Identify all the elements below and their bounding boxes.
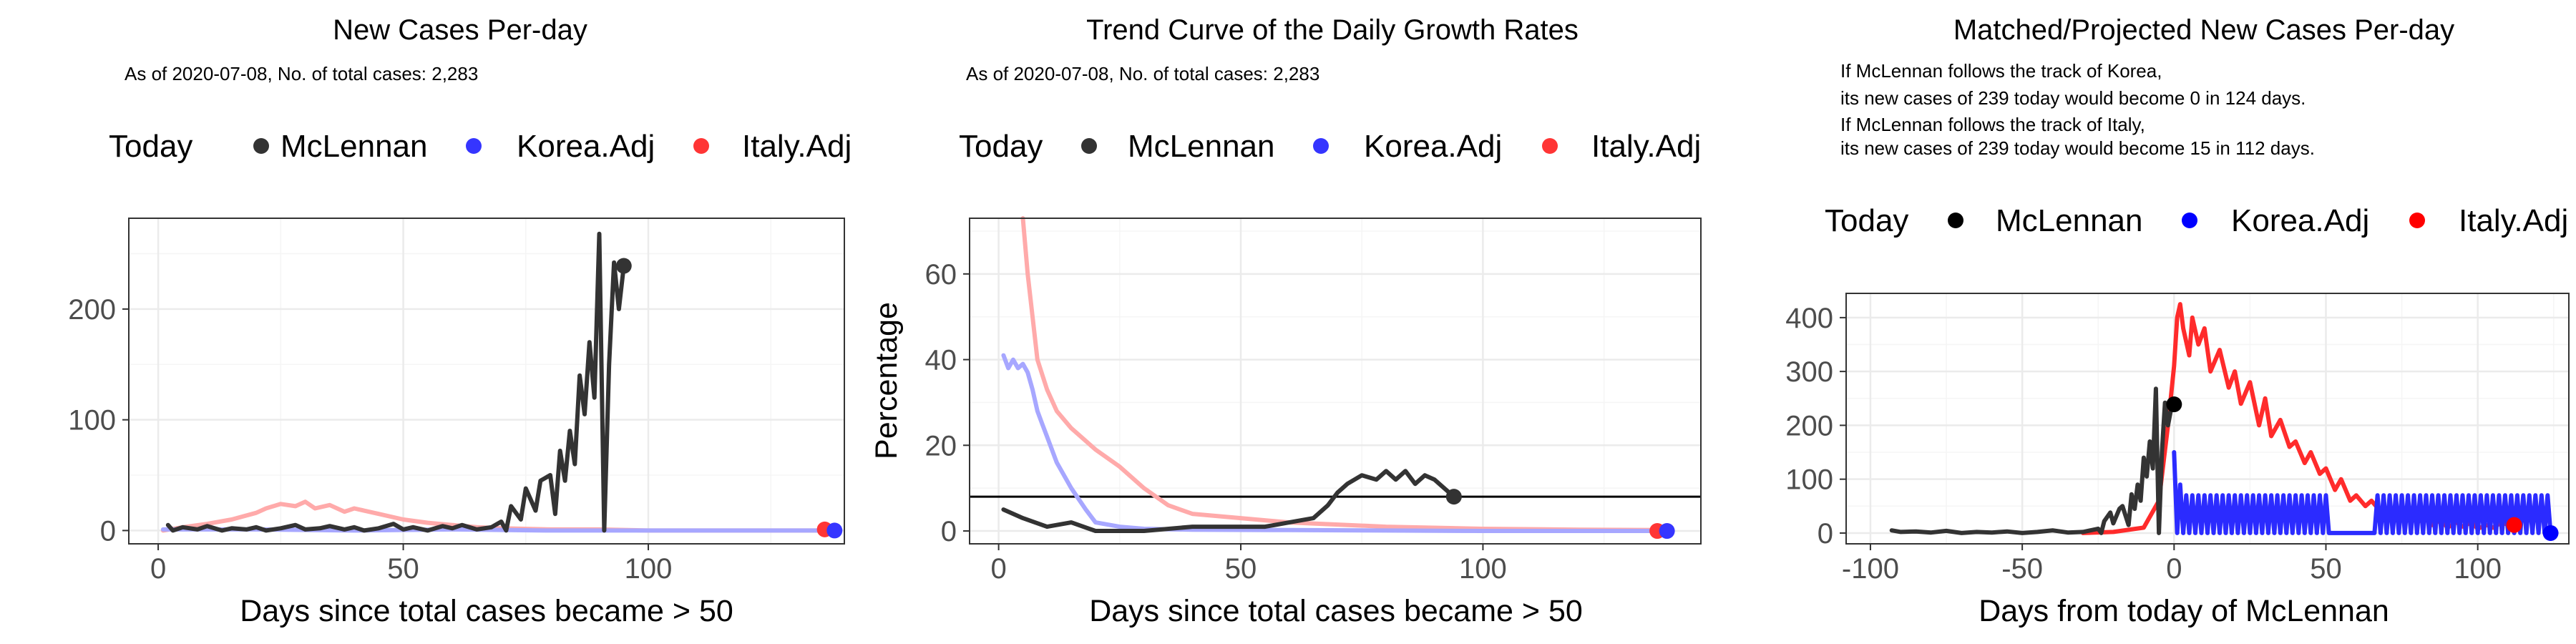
panel-new-cases: New Cases Per-day As of 2020-07-08, No. … (68, 14, 852, 628)
legend-key-mclennan (253, 138, 269, 154)
legend-title: Today (959, 129, 1043, 164)
panel2-ticks: 0 50 100 0 20 40 60 (925, 259, 1507, 585)
x-tick-label: -50 (2001, 553, 2043, 585)
legend-label-italy: Italy.Adj (1591, 129, 1701, 164)
panel3-plot-frame (1845, 293, 2570, 545)
panel1-plot-frame (128, 218, 845, 545)
series-line-italy-adj (1020, 216, 1669, 532)
legend-title: Today (109, 129, 192, 164)
panel2-y-axis-label: Percentage (869, 302, 904, 459)
panel3-ticks: -100 -50 0 50 100 0 100 200 300 400 (1785, 303, 2502, 585)
series-line-korea-adj (1001, 353, 1674, 533)
legend-key-mclennan (1948, 213, 1963, 228)
y-tick-label: 300 (1785, 356, 1833, 388)
x-tick-label: 0 (150, 553, 166, 585)
series-line-italy-adj (160, 499, 837, 533)
x-tick-label: 100 (1459, 553, 1507, 585)
panel3-series (1889, 302, 2553, 535)
y-tick-label: 200 (1785, 410, 1833, 441)
panel1-series (160, 231, 842, 533)
y-tick-label: 0 (1818, 518, 1833, 550)
x-tick-label: 100 (625, 553, 673, 585)
y-tick-label: 200 (68, 294, 116, 326)
legend-label-korea: Korea.Adj (1364, 129, 1502, 164)
panel2-subtitle: As of 2020-07-08, No. of total cases: 2,… (966, 63, 1319, 84)
y-tick-label: 20 (925, 430, 957, 462)
panel2-title: Trend Curve of the Daily Growth Rates (1086, 14, 1579, 46)
legend-key-korea (466, 138, 482, 154)
panel3-subtitle-line3: If McLennan follows the track of Italy, (1840, 114, 2145, 135)
panel2-x-axis-label: Days since total cases became > 50 (1089, 594, 1583, 628)
panel1-legend: Today McLennan Korea.Adj Italy.Adj (109, 129, 852, 164)
series-line-korea-adj (2172, 450, 2553, 535)
panel3-grid (1846, 293, 2569, 544)
panel1-subtitle: As of 2020-07-08, No. of total cases: 2,… (125, 63, 478, 84)
today-point-korea-adj (826, 522, 843, 539)
legend-label-italy: Italy.Adj (2459, 203, 2568, 238)
panel1-ticks: 0 50 100 0 100 200 (68, 294, 672, 585)
x-tick-label: 100 (2454, 553, 2502, 585)
legend-label-italy: Italy.Adj (742, 129, 852, 164)
x-tick-label: 50 (387, 553, 419, 585)
panel1-today-points (615, 258, 843, 539)
y-tick-label: 400 (1785, 303, 1833, 334)
panel-projected-cases: Matched/Projected New Cases Per-day If M… (1785, 14, 2570, 628)
series-line-mclennan (1889, 386, 2177, 535)
panel2-today-points (1445, 489, 1675, 540)
panel3-subtitle-line4: its new cases of 239 today would become … (1840, 137, 2315, 159)
panel2-legend: Today McLennan Korea.Adj Italy.Adj (959, 129, 1701, 164)
y-tick-label: 0 (100, 515, 116, 547)
panel3-legend: Today McLennan Korea.Adj Italy.Adj (1825, 203, 2568, 238)
legend-title: Today (1825, 203, 1908, 238)
legend-label-mclennan: McLennan (280, 129, 427, 164)
y-tick-label: 0 (941, 516, 957, 547)
x-tick-label: 0 (2166, 553, 2182, 585)
y-tick-label: 100 (1785, 464, 1833, 496)
panel3-subtitle-line2: its new cases of 239 today would become … (1840, 87, 2306, 109)
x-tick-label: 50 (1225, 553, 1257, 585)
legend-label-mclennan: McLennan (1128, 129, 1274, 164)
legend-label-korea: Korea.Adj (517, 129, 655, 164)
legend-label-mclennan: McLennan (1996, 203, 2142, 238)
series-line-mclennan (165, 231, 626, 533)
legend-key-korea (2182, 213, 2197, 228)
legend-key-italy (693, 138, 709, 154)
legend-key-korea (1313, 138, 1329, 154)
legend-key-mclennan (1081, 138, 1097, 154)
today-point-mclennan (615, 258, 632, 274)
today-point-italy-adj (2506, 517, 2522, 533)
panel-growth-rates: Trend Curve of the Daily Growth Rates As… (869, 14, 1702, 628)
panel2-plot-frame (969, 218, 1702, 545)
y-tick-label: 100 (68, 405, 116, 436)
panel3-today-points (2166, 396, 2559, 541)
legend-key-italy (1542, 138, 1558, 154)
legend-key-italy (2409, 213, 2425, 228)
legend-label-korea: Korea.Adj (2231, 203, 2369, 238)
panel2-series (1001, 216, 1674, 533)
series-line-mclennan (1001, 469, 1456, 533)
today-point-korea-adj (1659, 523, 1675, 540)
panel1-title: New Cases Per-day (333, 14, 587, 46)
x-tick-label: 0 (990, 553, 1006, 585)
x-tick-label: -100 (1842, 553, 1899, 585)
today-point-mclennan (2166, 396, 2182, 413)
y-tick-label: 40 (925, 345, 957, 376)
today-point-mclennan (1445, 489, 1462, 505)
today-point-korea-adj (2542, 525, 2559, 541)
panel1-x-axis-label: Days since total cases became > 50 (240, 594, 733, 628)
x-tick-label: 50 (2310, 553, 2342, 585)
panel3-subtitle-line1: If McLennan follows the track of Korea, (1840, 60, 2162, 82)
panel1-grid (129, 218, 844, 544)
y-tick-label: 60 (925, 259, 957, 291)
panel3-title: Matched/Projected New Cases Per-day (1953, 14, 2454, 46)
panel3-x-axis-label: Days from today of McLennan (1979, 594, 2389, 628)
